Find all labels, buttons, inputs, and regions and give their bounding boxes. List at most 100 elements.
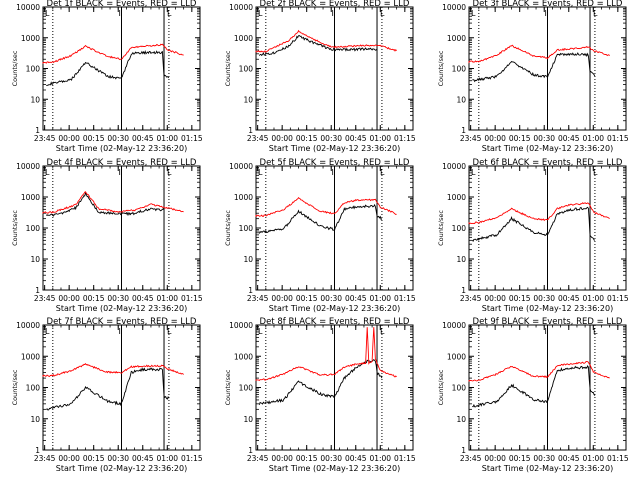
panel-2: Det 2f BLACK = Events, RED = LLD 1 10 100 10… xyxy=(224,0,416,153)
y-tick-label: 10 xyxy=(243,95,253,104)
y-tick-label: 1 xyxy=(35,126,40,135)
y-tick-label: 100 xyxy=(452,384,467,393)
x-tick-label: 23:45 xyxy=(34,294,56,303)
marker-glyph-mid: I xyxy=(332,168,334,177)
panel-title: Det 9f BLACK = Events, RED = LLD xyxy=(473,317,623,327)
y-tick-label: 10000 xyxy=(442,162,466,171)
x-tick-label: 23:45 xyxy=(460,294,482,303)
x-tick-label: 00:15 xyxy=(509,134,531,143)
x-tick-label: 00:00 xyxy=(484,454,506,463)
x-tick-label: 00:00 xyxy=(58,294,80,303)
series-lld-line xyxy=(468,361,610,382)
y-tick-label: 10 xyxy=(456,95,466,104)
x-tick-label: 00:00 xyxy=(271,294,293,303)
marker-glyph-right: L xyxy=(380,168,385,177)
marker-glyph-mid: I xyxy=(545,168,547,177)
marker-glyph-mid: I xyxy=(545,9,547,18)
x-tick-label: 00:00 xyxy=(271,134,293,143)
y-tick-label: 1000 xyxy=(234,193,253,202)
x-tick-label: 01:15 xyxy=(607,454,629,463)
y-tick-label: 100 xyxy=(452,65,467,74)
x-tick-label: 00:00 xyxy=(58,454,80,463)
x-tick-label: 01:15 xyxy=(181,454,203,463)
series-lld-line xyxy=(42,43,184,64)
marker-glyph-left: L xyxy=(471,168,476,177)
x-tick-label: 01:15 xyxy=(394,294,416,303)
y-tick-label: 1000 xyxy=(447,352,466,361)
marker-glyph-left: L xyxy=(45,327,50,336)
y-tick-label: 1 xyxy=(35,446,40,455)
y-tick-label: 10000 xyxy=(442,321,466,330)
x-axis-label: Start Time (02-May-12 23:36:20) xyxy=(269,464,400,473)
x-tick-label: 00:30 xyxy=(533,454,555,463)
marker-glyph-left: L xyxy=(258,168,263,177)
x-tick-label: 01:00 xyxy=(369,294,391,303)
y-axis-label: Counts/sec xyxy=(11,50,19,86)
panel-title: Det 2f BLACK = Events, RED = LLD xyxy=(260,0,410,9)
marker-glyph-left: L xyxy=(471,327,476,336)
x-tick-label: 00:15 xyxy=(509,294,531,303)
x-axis-label: Start Time (02-May-12 23:36:20) xyxy=(56,144,187,153)
x-tick-label: 00:00 xyxy=(58,134,80,143)
y-tick-label: 1000 xyxy=(21,352,40,361)
x-tick-label: 00:45 xyxy=(558,294,580,303)
panel-title: Det 4f BLACK = Events, RED = LLD xyxy=(47,158,197,168)
y-tick-label: 10000 xyxy=(16,162,40,171)
x-tick-label: 00:45 xyxy=(345,134,367,143)
marker-glyph-right: L xyxy=(593,327,598,336)
series-events-line xyxy=(472,365,596,408)
series-events-line xyxy=(46,50,170,87)
marker-glyph-right: L xyxy=(167,168,172,177)
x-axis-label: Start Time (02-May-12 23:36:20) xyxy=(482,304,613,313)
panel-3: Det 3f BLACK = Events, RED = LLD 1 10 100 10… xyxy=(437,0,629,153)
x-tick-label: 01:00 xyxy=(369,134,391,143)
x-tick-label: 23:45 xyxy=(460,454,482,463)
marker-glyph-left: L xyxy=(471,9,476,18)
x-tick-label: 00:15 xyxy=(296,294,318,303)
marker-glyph-mid: I xyxy=(119,9,121,18)
x-tick-label: 00:45 xyxy=(558,134,580,143)
y-tick-label: 10000 xyxy=(442,3,466,12)
y-axis-label: Counts/sec xyxy=(437,210,445,246)
x-tick-label: 01:15 xyxy=(394,134,416,143)
y-tick-label: 10 xyxy=(456,415,466,424)
marker-glyph-mid: I xyxy=(332,327,334,336)
y-tick-label: 1 xyxy=(248,126,253,135)
marker-glyph-mid: I xyxy=(119,168,121,177)
x-tick-label: 00:45 xyxy=(345,454,367,463)
panel-title: Det 6f BLACK = Events, RED = LLD xyxy=(473,158,623,168)
x-tick-label: 01:00 xyxy=(156,294,178,303)
y-tick-label: 1 xyxy=(35,286,40,295)
panel-4: Det 4f BLACK = Events, RED = LLD 1 10 100 10… xyxy=(11,158,203,313)
y-tick-label: 100 xyxy=(26,65,41,74)
y-tick-label: 10 xyxy=(30,255,40,264)
x-tick-label: 00:30 xyxy=(320,294,342,303)
panel-8: Det 8f BLACK = Events, RED = LLD 1 10 100 10… xyxy=(224,317,416,473)
series-lld-line xyxy=(468,202,610,225)
x-tick-label: 01:15 xyxy=(394,454,416,463)
x-tick-label: 23:45 xyxy=(247,134,269,143)
y-axis-label: Counts/sec xyxy=(11,210,19,246)
y-tick-label: 1 xyxy=(248,286,253,295)
y-tick-label: 1000 xyxy=(447,34,466,43)
x-axis-label: Start Time (02-May-12 23:36:20) xyxy=(482,144,613,153)
series-events-line xyxy=(258,203,383,234)
marker-glyph-left: L xyxy=(45,9,50,18)
x-tick-label: 00:45 xyxy=(132,454,154,463)
x-tick-label: 01:00 xyxy=(582,294,604,303)
x-tick-label: 00:30 xyxy=(320,454,342,463)
y-tick-label: 100 xyxy=(239,65,254,74)
y-tick-label: 1 xyxy=(248,446,253,455)
y-axis-label: Counts/sec xyxy=(11,369,19,405)
marker-glyph-right: L xyxy=(380,327,385,336)
y-axis-label: Counts/sec xyxy=(437,369,445,405)
y-tick-label: 100 xyxy=(239,384,254,393)
y-tick-label: 10 xyxy=(30,415,40,424)
series-lld-line xyxy=(255,327,397,381)
y-tick-label: 100 xyxy=(452,224,467,233)
series-lld-line xyxy=(255,197,397,217)
panel-5: Det 5f BLACK = Events, RED = LLD 1 10 100 10… xyxy=(224,158,416,313)
y-tick-label: 100 xyxy=(26,384,41,393)
x-tick-label: 00:45 xyxy=(132,134,154,143)
y-tick-label: 10 xyxy=(456,255,466,264)
